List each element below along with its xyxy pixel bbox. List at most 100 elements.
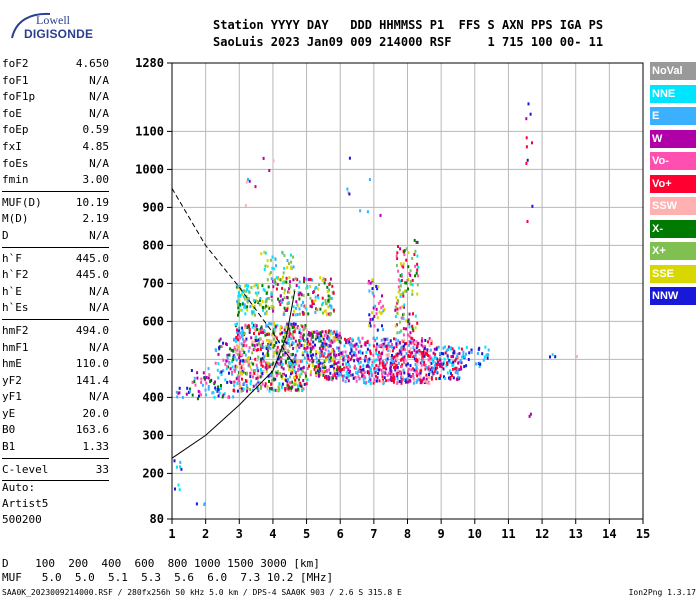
echo-point bbox=[303, 278, 305, 282]
echo-point bbox=[446, 361, 448, 365]
echo-point bbox=[323, 334, 326, 338]
echo-point bbox=[236, 365, 239, 369]
echo-point bbox=[247, 178, 249, 181]
param-name: h`F2 bbox=[2, 268, 29, 282]
echo-point bbox=[279, 324, 282, 328]
echo-point bbox=[262, 345, 265, 349]
echo-point bbox=[280, 277, 283, 281]
echo-point bbox=[266, 305, 269, 309]
echo-point bbox=[483, 355, 486, 359]
echo-point bbox=[305, 277, 308, 281]
echo-point bbox=[433, 355, 436, 359]
echo-point bbox=[356, 372, 359, 375]
echo-point bbox=[274, 377, 277, 381]
echo-point bbox=[262, 370, 265, 373]
echo-point bbox=[245, 359, 248, 363]
echo-point bbox=[457, 375, 460, 379]
echo-point bbox=[190, 369, 193, 372]
echo-point bbox=[430, 377, 433, 381]
echo-point bbox=[368, 289, 371, 293]
echo-point bbox=[400, 352, 403, 356]
echo-point bbox=[389, 339, 392, 343]
echo-point bbox=[369, 352, 372, 356]
echo-point bbox=[264, 300, 267, 304]
echo-point bbox=[381, 352, 383, 355]
echo-point bbox=[348, 373, 351, 377]
echo-point bbox=[375, 379, 378, 383]
echo-point bbox=[452, 355, 454, 358]
echo-point bbox=[444, 351, 447, 355]
echo-point bbox=[302, 352, 305, 356]
echo-point bbox=[372, 292, 375, 296]
echo-point bbox=[319, 307, 322, 311]
echo-point bbox=[282, 271, 285, 275]
echo-point bbox=[399, 306, 402, 310]
echo-point bbox=[391, 362, 394, 366]
echo-point bbox=[298, 331, 301, 335]
echo-point bbox=[291, 368, 294, 372]
echo-point bbox=[415, 271, 418, 275]
param-row: B1 1.33 bbox=[2, 439, 109, 456]
y-tick-label: 200 bbox=[142, 466, 164, 480]
echo-point bbox=[258, 332, 260, 336]
echo-point bbox=[358, 339, 361, 343]
param-value: 33 bbox=[95, 462, 109, 476]
echo-point bbox=[311, 278, 314, 282]
echo-point bbox=[395, 345, 398, 349]
echo-point bbox=[399, 294, 402, 298]
echo-point bbox=[320, 344, 323, 348]
echo-point bbox=[238, 350, 241, 354]
echo-point bbox=[293, 325, 296, 329]
echo-point bbox=[383, 308, 386, 311]
param-value: 445.0 bbox=[75, 268, 109, 282]
echo-point bbox=[237, 310, 240, 314]
echo-point bbox=[332, 291, 335, 295]
echo-point bbox=[409, 341, 412, 345]
echo-point bbox=[398, 371, 401, 375]
logo-line1: Lowell bbox=[36, 13, 70, 27]
echo-point bbox=[416, 363, 419, 367]
echo-point bbox=[369, 324, 372, 328]
echo-point bbox=[266, 387, 269, 391]
echo-point bbox=[526, 220, 529, 223]
echo-point bbox=[287, 331, 290, 335]
echo-point bbox=[204, 388, 207, 392]
echo-point bbox=[435, 377, 438, 381]
echo-point bbox=[328, 288, 330, 292]
echo-point bbox=[218, 391, 221, 395]
echo-point bbox=[229, 367, 232, 371]
echo-point bbox=[403, 289, 406, 293]
echo-point bbox=[397, 339, 400, 343]
echo-point bbox=[307, 340, 310, 344]
echo-point bbox=[302, 338, 305, 342]
echo-point bbox=[267, 297, 270, 300]
echo-point bbox=[383, 344, 386, 348]
echo-point bbox=[455, 377, 458, 381]
echo-point bbox=[216, 389, 219, 393]
echo-point bbox=[343, 358, 346, 362]
echo-point bbox=[388, 349, 391, 353]
echo-point bbox=[328, 304, 331, 308]
echo-point bbox=[344, 380, 347, 384]
echo-point bbox=[292, 322, 295, 326]
echo-point bbox=[399, 247, 402, 251]
echo-point bbox=[348, 340, 351, 344]
echo-point bbox=[411, 292, 414, 296]
echo-point bbox=[231, 365, 234, 369]
echo-point bbox=[376, 367, 379, 371]
echo-point bbox=[394, 324, 397, 328]
echo-point bbox=[369, 349, 372, 353]
echo-point bbox=[330, 304, 333, 308]
param-row: foF1 N/A bbox=[2, 73, 109, 90]
echo-point bbox=[374, 371, 377, 375]
echo-point bbox=[290, 260, 293, 264]
echo-point bbox=[300, 368, 303, 372]
echo-point bbox=[292, 265, 295, 269]
echo-point bbox=[413, 357, 416, 361]
echo-point bbox=[236, 344, 238, 347]
echo-point bbox=[415, 370, 418, 374]
echo-point bbox=[250, 367, 253, 371]
echo-point bbox=[361, 373, 364, 377]
echo-point bbox=[311, 330, 314, 334]
echo-point bbox=[256, 283, 259, 287]
